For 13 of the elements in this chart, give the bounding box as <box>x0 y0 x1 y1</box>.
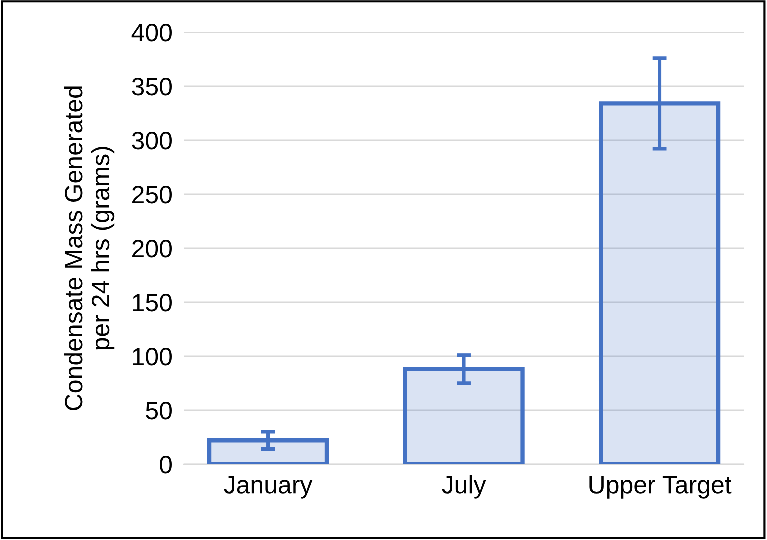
y-tick-label: 0 <box>160 456 172 474</box>
x-tick-label: January <box>224 476 313 499</box>
x-tick-label: Upper Target <box>590 476 732 499</box>
y-axis-title: Condensate Mass Generated per 24 hrs (grams) <box>64 86 115 410</box>
y-tick-label: 50 <box>146 402 172 420</box>
y-tick-label: 200 <box>132 240 172 258</box>
y-tick-label: 150 <box>133 294 172 312</box>
y-tick-label: 400 <box>132 24 172 42</box>
x-tick-label: July <box>442 476 486 499</box>
y-tick-label: 350 <box>132 78 172 96</box>
y-tick-label: 250 <box>132 186 172 204</box>
y-tick-label: 300 <box>132 132 172 150</box>
y-tick-label: 100 <box>133 348 172 366</box>
